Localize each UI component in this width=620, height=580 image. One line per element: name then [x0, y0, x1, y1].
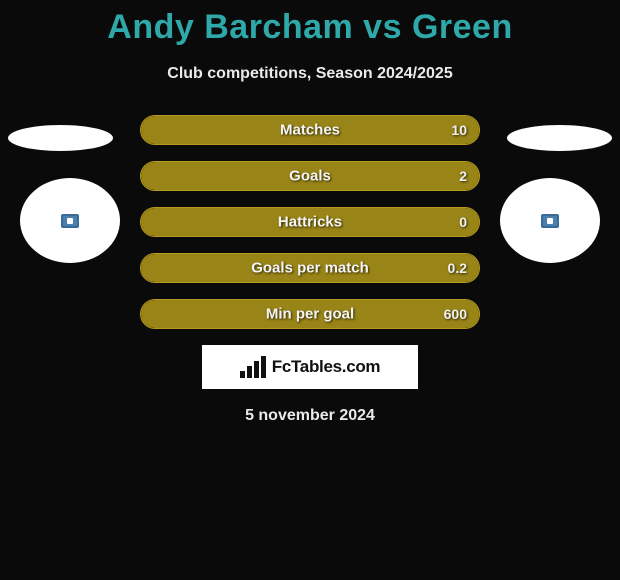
right-player-circle	[500, 178, 600, 263]
stat-label: Hattricks	[278, 214, 342, 231]
placeholder-icon	[61, 214, 79, 228]
stat-bar: Min per goal 600	[140, 299, 480, 329]
logo-box: FcTables.com	[202, 345, 418, 389]
placeholder-icon	[541, 214, 559, 228]
stat-value: 0	[459, 214, 467, 230]
logo-chart-icon	[240, 356, 266, 378]
left-player-circle	[20, 178, 120, 263]
date-text: 5 november 2024	[0, 407, 620, 425]
stat-label: Min per goal	[266, 306, 354, 323]
left-top-ellipse	[8, 125, 113, 151]
stat-bar: Goals per match 0.2	[140, 253, 480, 283]
stat-bar: Hattricks 0	[140, 207, 480, 237]
page-subtitle: Club competitions, Season 2024/2025	[0, 65, 620, 83]
stat-value: 600	[444, 306, 467, 322]
stat-bar: Matches 10	[140, 115, 480, 145]
logo-text: FcTables.com	[272, 357, 381, 377]
right-top-ellipse	[507, 125, 612, 151]
stat-label: Goals	[289, 168, 331, 185]
stats-bars: Matches 10 Goals 2 Hattricks 0 Goals per…	[140, 115, 480, 329]
stat-value: 0.2	[448, 260, 467, 276]
stat-bar: Goals 2	[140, 161, 480, 191]
page-title: Andy Barcham vs Green	[0, 0, 620, 47]
stat-value: 2	[459, 168, 467, 184]
stat-label: Matches	[280, 122, 340, 139]
stat-value: 10	[451, 122, 467, 138]
stat-label: Goals per match	[251, 260, 369, 277]
